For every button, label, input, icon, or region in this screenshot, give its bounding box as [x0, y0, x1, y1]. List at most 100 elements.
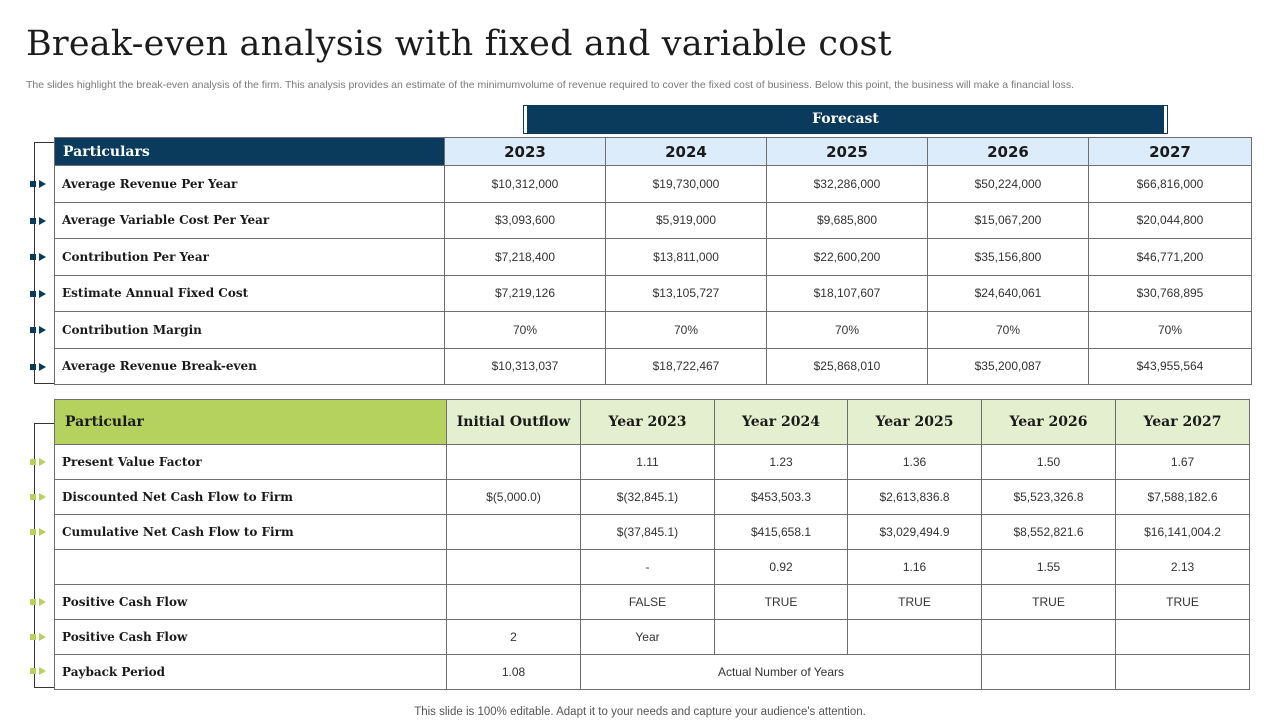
table-cell: $415,658.1 [714, 514, 848, 550]
table-cell: $18,722,467 [605, 347, 767, 385]
table-cell: 1.23 [714, 444, 848, 480]
row-marker-icon [30, 457, 48, 467]
table-cell [981, 654, 1116, 690]
table-row: Average Revenue Break-even $10,313,037 $18… [54, 347, 1252, 385]
table-cell [714, 619, 848, 655]
table-cell: $43,955,564 [1088, 347, 1252, 385]
row-marker-icon [30, 252, 48, 262]
row-label: Average Revenue Per Year [54, 165, 445, 203]
table-cell: 1.11 [580, 444, 715, 480]
table-cell: $25,868,010 [766, 347, 928, 385]
table-cell: Year [580, 619, 715, 655]
row-marker-icon [30, 179, 48, 189]
table-row: Contribution Per Year $7,218,400 $13,811,0… [54, 238, 1252, 276]
table-row: Estimate Annual Fixed Cost $7,219,126 $13,… [54, 274, 1252, 312]
table-cell: $18,107,607 [766, 274, 928, 312]
header-year-2024: Year 2024 [714, 399, 848, 445]
table-cell: $9,685,800 [766, 201, 928, 239]
table-cell: $32,286,000 [766, 165, 928, 203]
table-cell [981, 619, 1116, 655]
table1-bracket [34, 142, 55, 384]
table-cell [1115, 654, 1250, 690]
table-cell [847, 619, 982, 655]
row-label: Estimate Annual Fixed Cost [54, 274, 445, 312]
table-cell: $16,141,004.2 [1115, 514, 1250, 550]
table-cell: TRUE [847, 584, 982, 620]
table-cell: $7,218,400 [444, 238, 606, 276]
table-cell: $5,523,326.8 [981, 479, 1116, 515]
payback-note: Actual Number of Years [580, 654, 982, 690]
table-cell: $13,811,000 [605, 238, 767, 276]
row-label [54, 549, 447, 585]
table2-header-row: Particular Initial Outflow Year 2023 Yea… [54, 399, 1250, 445]
row-label: Positive Cash Flow [54, 619, 447, 655]
cash-flow-payback-table: Particular Initial Outflow Year 2023 Yea… [54, 399, 1250, 690]
table-cell: $453,503.3 [714, 479, 848, 515]
table-cell: TRUE [714, 584, 848, 620]
row-label: Contribution Per Year [54, 238, 445, 276]
table-cell: TRUE [981, 584, 1116, 620]
table-cell: $5,919,000 [605, 201, 767, 239]
table-cell: $15,067,200 [927, 201, 1089, 239]
table-cell: $66,816,000 [1088, 165, 1252, 203]
table-cell: $24,640,061 [927, 274, 1089, 312]
table-cell [446, 584, 581, 620]
table-cell: $10,313,037 [444, 347, 606, 385]
table-cell: $19,730,000 [605, 165, 767, 203]
row-label: Positive Cash Flow [54, 584, 447, 620]
table-cell: $35,156,800 [927, 238, 1089, 276]
table-row: Cumulative Net Cash Flow to Firm $(37,845… [54, 514, 1250, 550]
header-2026: 2026 [927, 137, 1089, 166]
table-cell: $7,588,182.6 [1115, 479, 1250, 515]
table-cell: FALSE [580, 584, 715, 620]
table-cell: 70% [927, 311, 1089, 349]
row-marker-icon [30, 597, 48, 607]
table-cell: $(37,845.1) [580, 514, 715, 550]
table-row: Positive Cash Flow FALSE TRUE TRUE TRUE TRUE [54, 584, 1250, 620]
table-cell: TRUE [1115, 584, 1250, 620]
row-label: Cumulative Net Cash Flow to Firm [54, 514, 447, 550]
table-cell: $(32,845.1) [580, 479, 715, 515]
table-cell: 70% [444, 311, 606, 349]
row-label: Present Value Factor [54, 444, 447, 480]
table-cell: $7,219,126 [444, 274, 606, 312]
table-cell: $30,768,895 [1088, 274, 1252, 312]
footer-note: This slide is 100% editable. Adapt it to… [414, 706, 866, 718]
table-cell: $3,093,600 [444, 201, 606, 239]
row-marker-icon [30, 216, 48, 226]
table-cell: $20,044,800 [1088, 201, 1252, 239]
table-row: Average Variable Cost Per Year $3,093,600… [54, 201, 1252, 239]
page-title: Break-even analysis with fixed and varia… [26, 24, 892, 64]
table-cell [1115, 619, 1250, 655]
table-cell: - [580, 549, 715, 585]
table-cell: $2,613,836.8 [847, 479, 982, 515]
table-cell: $50,224,000 [927, 165, 1089, 203]
table-row: Discounted Net Cash Flow to Firm $(5,000.… [54, 479, 1250, 515]
table-cell [446, 444, 581, 480]
table-cell: 1.36 [847, 444, 982, 480]
header-year-2027: Year 2027 [1115, 399, 1250, 445]
row-marker-icon [30, 666, 48, 676]
break-even-forecast-table: Particulars 2023 2024 2025 2026 2027 Ave… [54, 137, 1252, 385]
table-row: Present Value Factor 1.11 1.23 1.36 1.50 1.67 [54, 444, 1250, 480]
table-cell: 2.13 [1115, 549, 1250, 585]
header-2025: 2025 [766, 137, 928, 166]
table-cell: 1.67 [1115, 444, 1250, 480]
table-row: Positive Cash Flow 2 Year [54, 619, 1250, 655]
row-marker-icon [30, 492, 48, 502]
table-cell: 1.55 [981, 549, 1116, 585]
row-label: Average Variable Cost Per Year [54, 201, 445, 239]
table-cell: $3,029,494.9 [847, 514, 982, 550]
row-marker-icon [30, 289, 48, 299]
table-cell: $46,771,200 [1088, 238, 1252, 276]
row-label: Average Revenue Break-even [54, 347, 445, 385]
table-cell: 70% [1088, 311, 1252, 349]
header-2024: 2024 [605, 137, 767, 166]
header-particulars: Particulars [54, 137, 445, 166]
table-cell [446, 549, 581, 585]
table-cell: 2 [446, 619, 581, 655]
row-marker-icon [30, 632, 48, 642]
header-initial-outflow: Initial Outflow [446, 399, 581, 445]
row-marker-icon [30, 362, 48, 372]
table-cell: $10,312,000 [444, 165, 606, 203]
